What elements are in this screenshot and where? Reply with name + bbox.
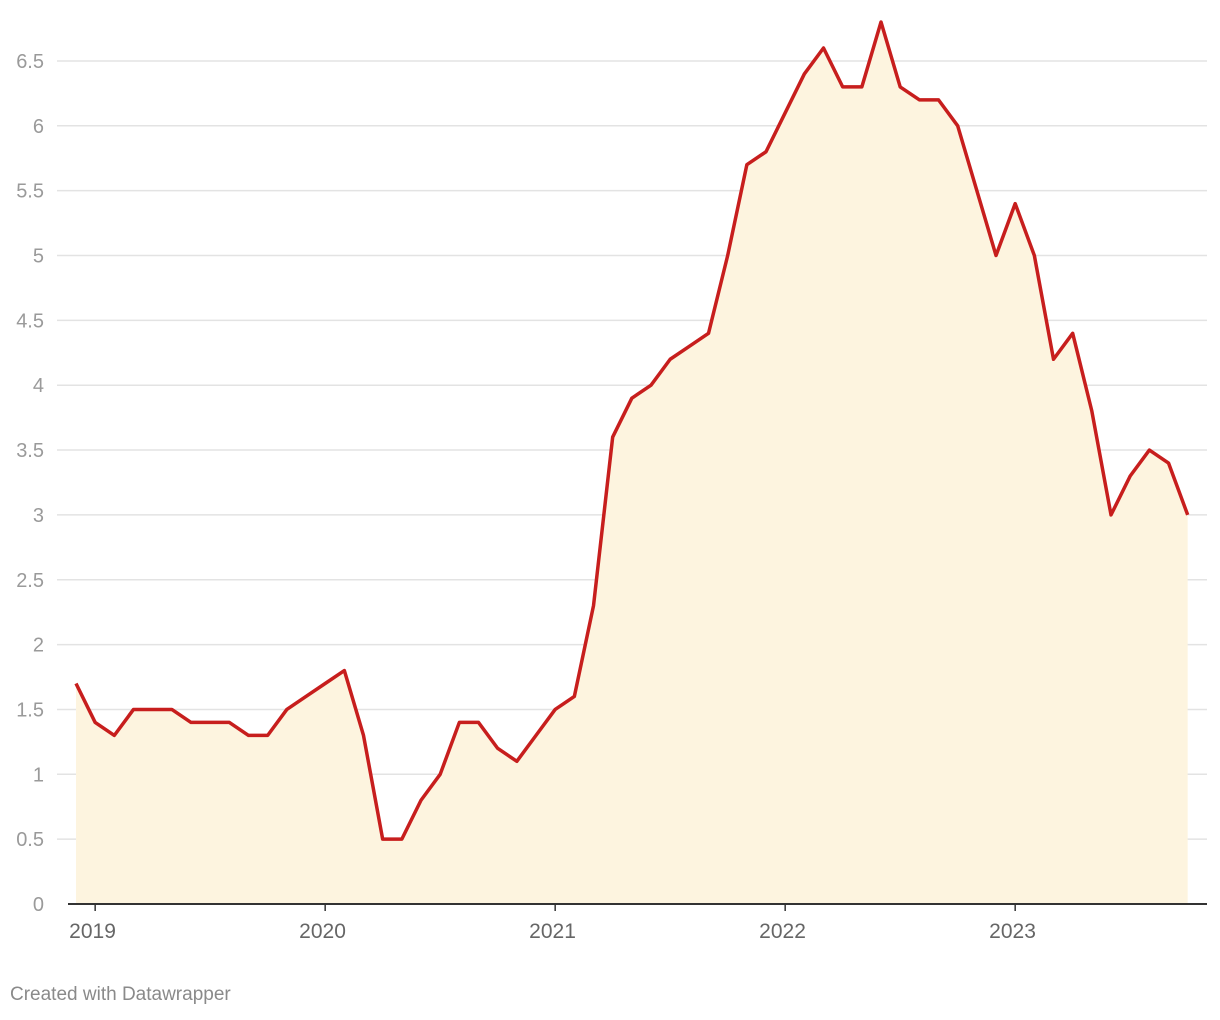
y-tick-label: 3.5 (16, 440, 44, 462)
y-tick-label: 4.5 (16, 310, 44, 332)
y-tick-label: 3 (33, 505, 44, 527)
x-tick-label: 2020 (299, 920, 346, 943)
y-tick-label: 4 (33, 375, 44, 397)
y-tick-label: 6 (33, 116, 44, 138)
y-tick-label: 5.5 (16, 181, 44, 203)
x-tick-label: 2019 (69, 920, 116, 943)
y-tick-label: 1 (33, 764, 44, 786)
series-line (74, 20, 1190, 841)
x-axis-tick-labels: 2019 2020 2021 2022 2023 (69, 904, 1036, 943)
x-tick-label: 2023 (989, 920, 1036, 943)
area-fill (76, 22, 1188, 905)
y-tick-label: 6.5 (16, 51, 44, 73)
y-tick-label: 5 (33, 246, 44, 268)
y-tick-label: 0.5 (16, 829, 44, 851)
y-axis-tick-labels: 0 0.5 1 1.5 2 2.5 3 3.5 4 4.5 5 5.5 6 6.5 (16, 51, 44, 916)
x-tick-label: 2021 (529, 920, 576, 943)
x-tick-label: 2022 (759, 920, 806, 943)
y-tick-label: 2.5 (16, 570, 44, 592)
y-tick-label: 1.5 (16, 699, 44, 721)
y-tick-label: 2 (33, 635, 44, 657)
y-tick-label: 0 (33, 894, 44, 916)
datawrapper-credit: Created with Datawrapper (10, 984, 231, 1005)
